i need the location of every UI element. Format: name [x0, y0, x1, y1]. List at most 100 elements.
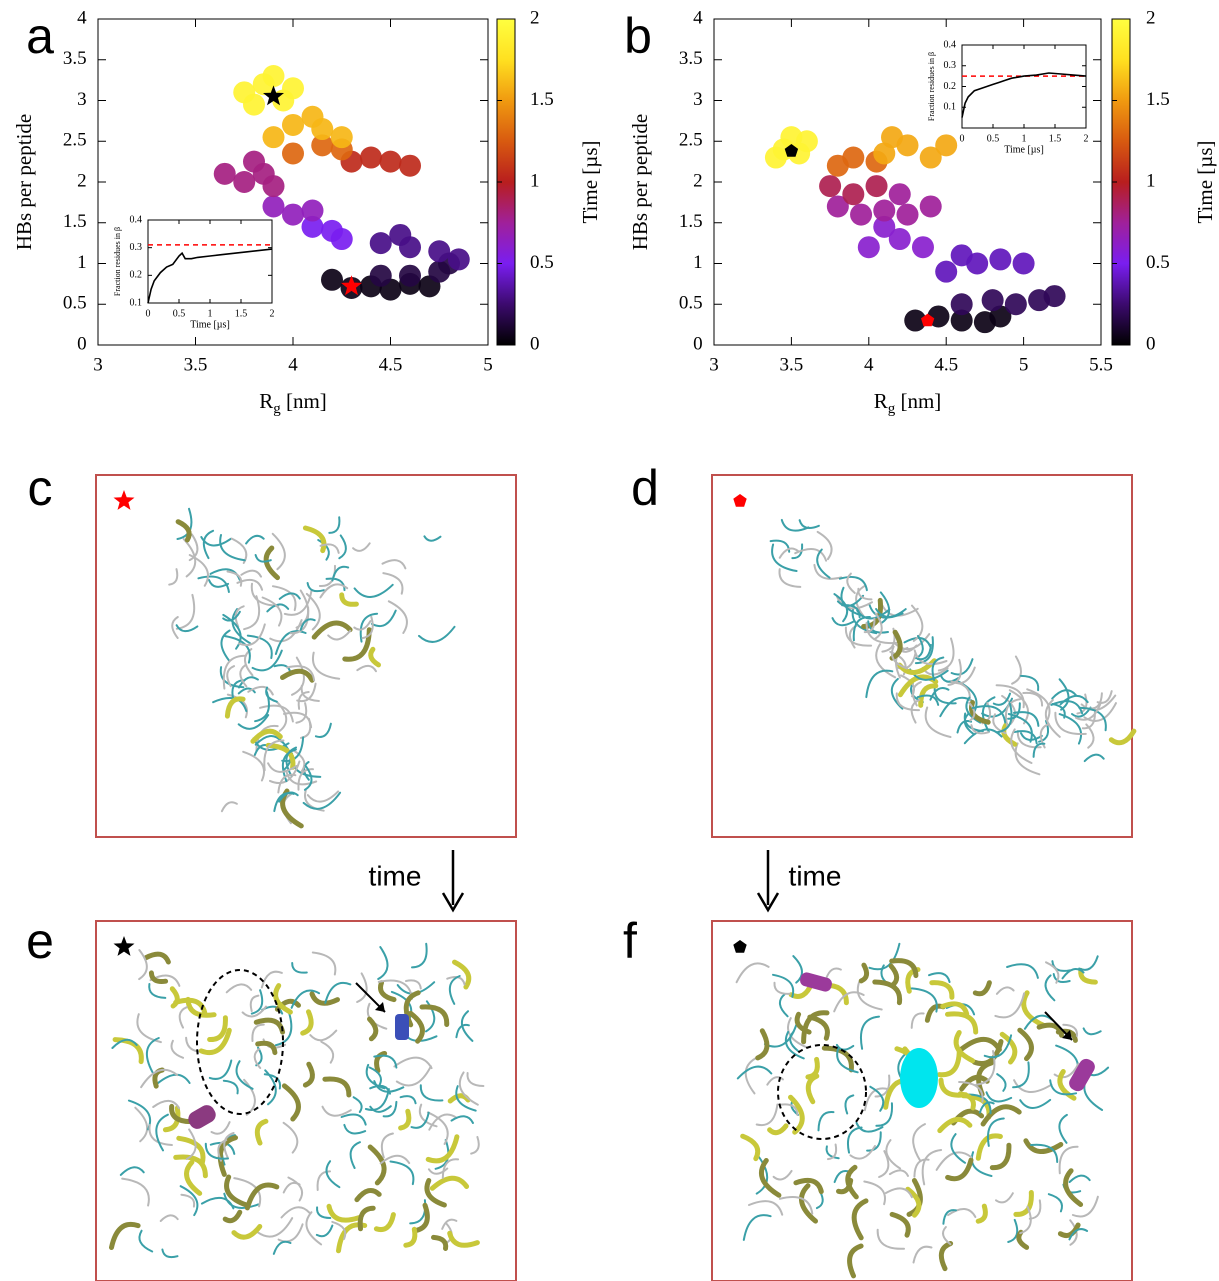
protein-ribbon [947, 1208, 977, 1218]
protein-ribbon [958, 1081, 984, 1103]
protein-ribbon [297, 768, 314, 791]
protein-ribbon [857, 587, 873, 601]
protein-ribbon [317, 539, 330, 561]
panel-label: c [28, 460, 53, 516]
protein-ribbon [921, 1149, 943, 1186]
protein-ribbon [393, 1056, 433, 1070]
protein-ribbon [978, 1101, 995, 1114]
protein-ribbon [846, 572, 856, 594]
protein-ribbon [302, 791, 342, 810]
panel-frame [711, 920, 1133, 1281]
protein-ribbon [863, 617, 876, 634]
data-point [1004, 293, 1027, 316]
protein-ribbon [1026, 688, 1051, 722]
protein-ribbon [145, 1037, 160, 1074]
protein-ribbon [455, 1023, 470, 1039]
protein-ribbon [910, 987, 938, 1013]
protein-ribbon [844, 1094, 855, 1115]
protein-ribbon [950, 658, 974, 676]
protein-ribbon [1058, 1113, 1068, 1144]
marker-star [341, 275, 362, 296]
protein-ribbon [238, 676, 259, 689]
panel-marker [113, 490, 135, 510]
protein-ribbon [931, 656, 945, 681]
protein-ribbon [354, 1187, 382, 1203]
protein-ribbon [368, 646, 381, 668]
y-tick-label: 3.5 [63, 48, 87, 69]
x-tick-label: 0 [146, 308, 151, 319]
data-point [1012, 252, 1035, 275]
protein-ribbon [322, 1076, 352, 1098]
protein-ribbon [884, 1187, 913, 1199]
protein-ribbon [255, 1040, 278, 1056]
protein-ribbon [466, 1072, 485, 1087]
y-tick-label: 2.5 [63, 130, 87, 151]
data-point [857, 236, 880, 259]
panel-label: f [623, 913, 637, 969]
data-point [282, 113, 304, 136]
protein-ribbon [942, 1209, 957, 1225]
protein-ribbon [793, 1177, 824, 1195]
protein-ribbon [179, 1185, 199, 1217]
protein-ribbon [1063, 1168, 1084, 1207]
data-point [282, 77, 304, 100]
protein-ribbon [889, 958, 919, 979]
protein-ribbon [924, 1003, 946, 1023]
panel-label: a [26, 8, 54, 64]
protein-ribbon [1059, 694, 1089, 706]
x-tick-label: 4 [288, 354, 298, 375]
y-axis-label: HBs per peptide [12, 114, 36, 250]
data-point [447, 248, 470, 271]
x-tick-label: 3.5 [780, 354, 804, 375]
protein-ribbon [309, 991, 340, 1006]
protein-ribbon [328, 516, 341, 534]
protein-ribbon [311, 620, 353, 640]
protein-ribbon [208, 579, 230, 588]
protein-ribbon [874, 1074, 891, 1098]
data-point [888, 228, 911, 251]
data-point [301, 199, 324, 222]
protein-ribbon [855, 1121, 884, 1133]
data-point [904, 309, 927, 332]
data-point [262, 195, 285, 218]
protein-ribbon [273, 983, 293, 1015]
protein-ribbon [794, 547, 828, 562]
y-tick-label: 3.5 [679, 48, 703, 69]
panel-marker [113, 936, 135, 956]
protein-ribbon [381, 559, 407, 570]
protein-ribbon [945, 1157, 974, 1182]
protein-ribbon [912, 1245, 933, 1264]
protein-ribbon [742, 1214, 772, 1241]
protein-ribbon [274, 630, 307, 655]
protein-ribbon [1013, 711, 1040, 727]
protein-ribbon [377, 946, 389, 980]
protein-ribbon [207, 1015, 228, 1043]
x-axis-label-main: R [874, 389, 888, 413]
protein-ribbon [148, 1124, 173, 1146]
protein-ribbon [282, 1121, 299, 1154]
y-tick-label: 1.5 [63, 211, 87, 232]
protein-ribbon [1062, 1023, 1078, 1037]
x-tick-label: 4.5 [934, 354, 958, 375]
protein-ribbon [297, 691, 310, 710]
protein-ribbon [875, 1102, 894, 1127]
helix [800, 972, 832, 992]
protein-ribbon [134, 1106, 149, 1143]
data-point [935, 260, 958, 283]
panel-marker [733, 494, 747, 507]
protein-ribbon [168, 568, 179, 586]
pointer-arrow-head [375, 1002, 385, 1012]
protein-ribbon [338, 534, 347, 560]
protein-ribbon [321, 1105, 352, 1117]
colorbar-tick-label: 1 [530, 170, 540, 191]
protein-ribbon [409, 1199, 427, 1225]
protein-ribbon [789, 1030, 799, 1052]
protein-ribbon [273, 792, 295, 813]
protein-ribbon [219, 534, 246, 562]
data-point [282, 203, 304, 226]
protein-ribbon [856, 608, 891, 620]
protein-ribbon [431, 1234, 449, 1251]
protein-ribbon [426, 1111, 449, 1145]
protein-ribbon [851, 1198, 869, 1241]
protein-ribbon [170, 1039, 185, 1059]
